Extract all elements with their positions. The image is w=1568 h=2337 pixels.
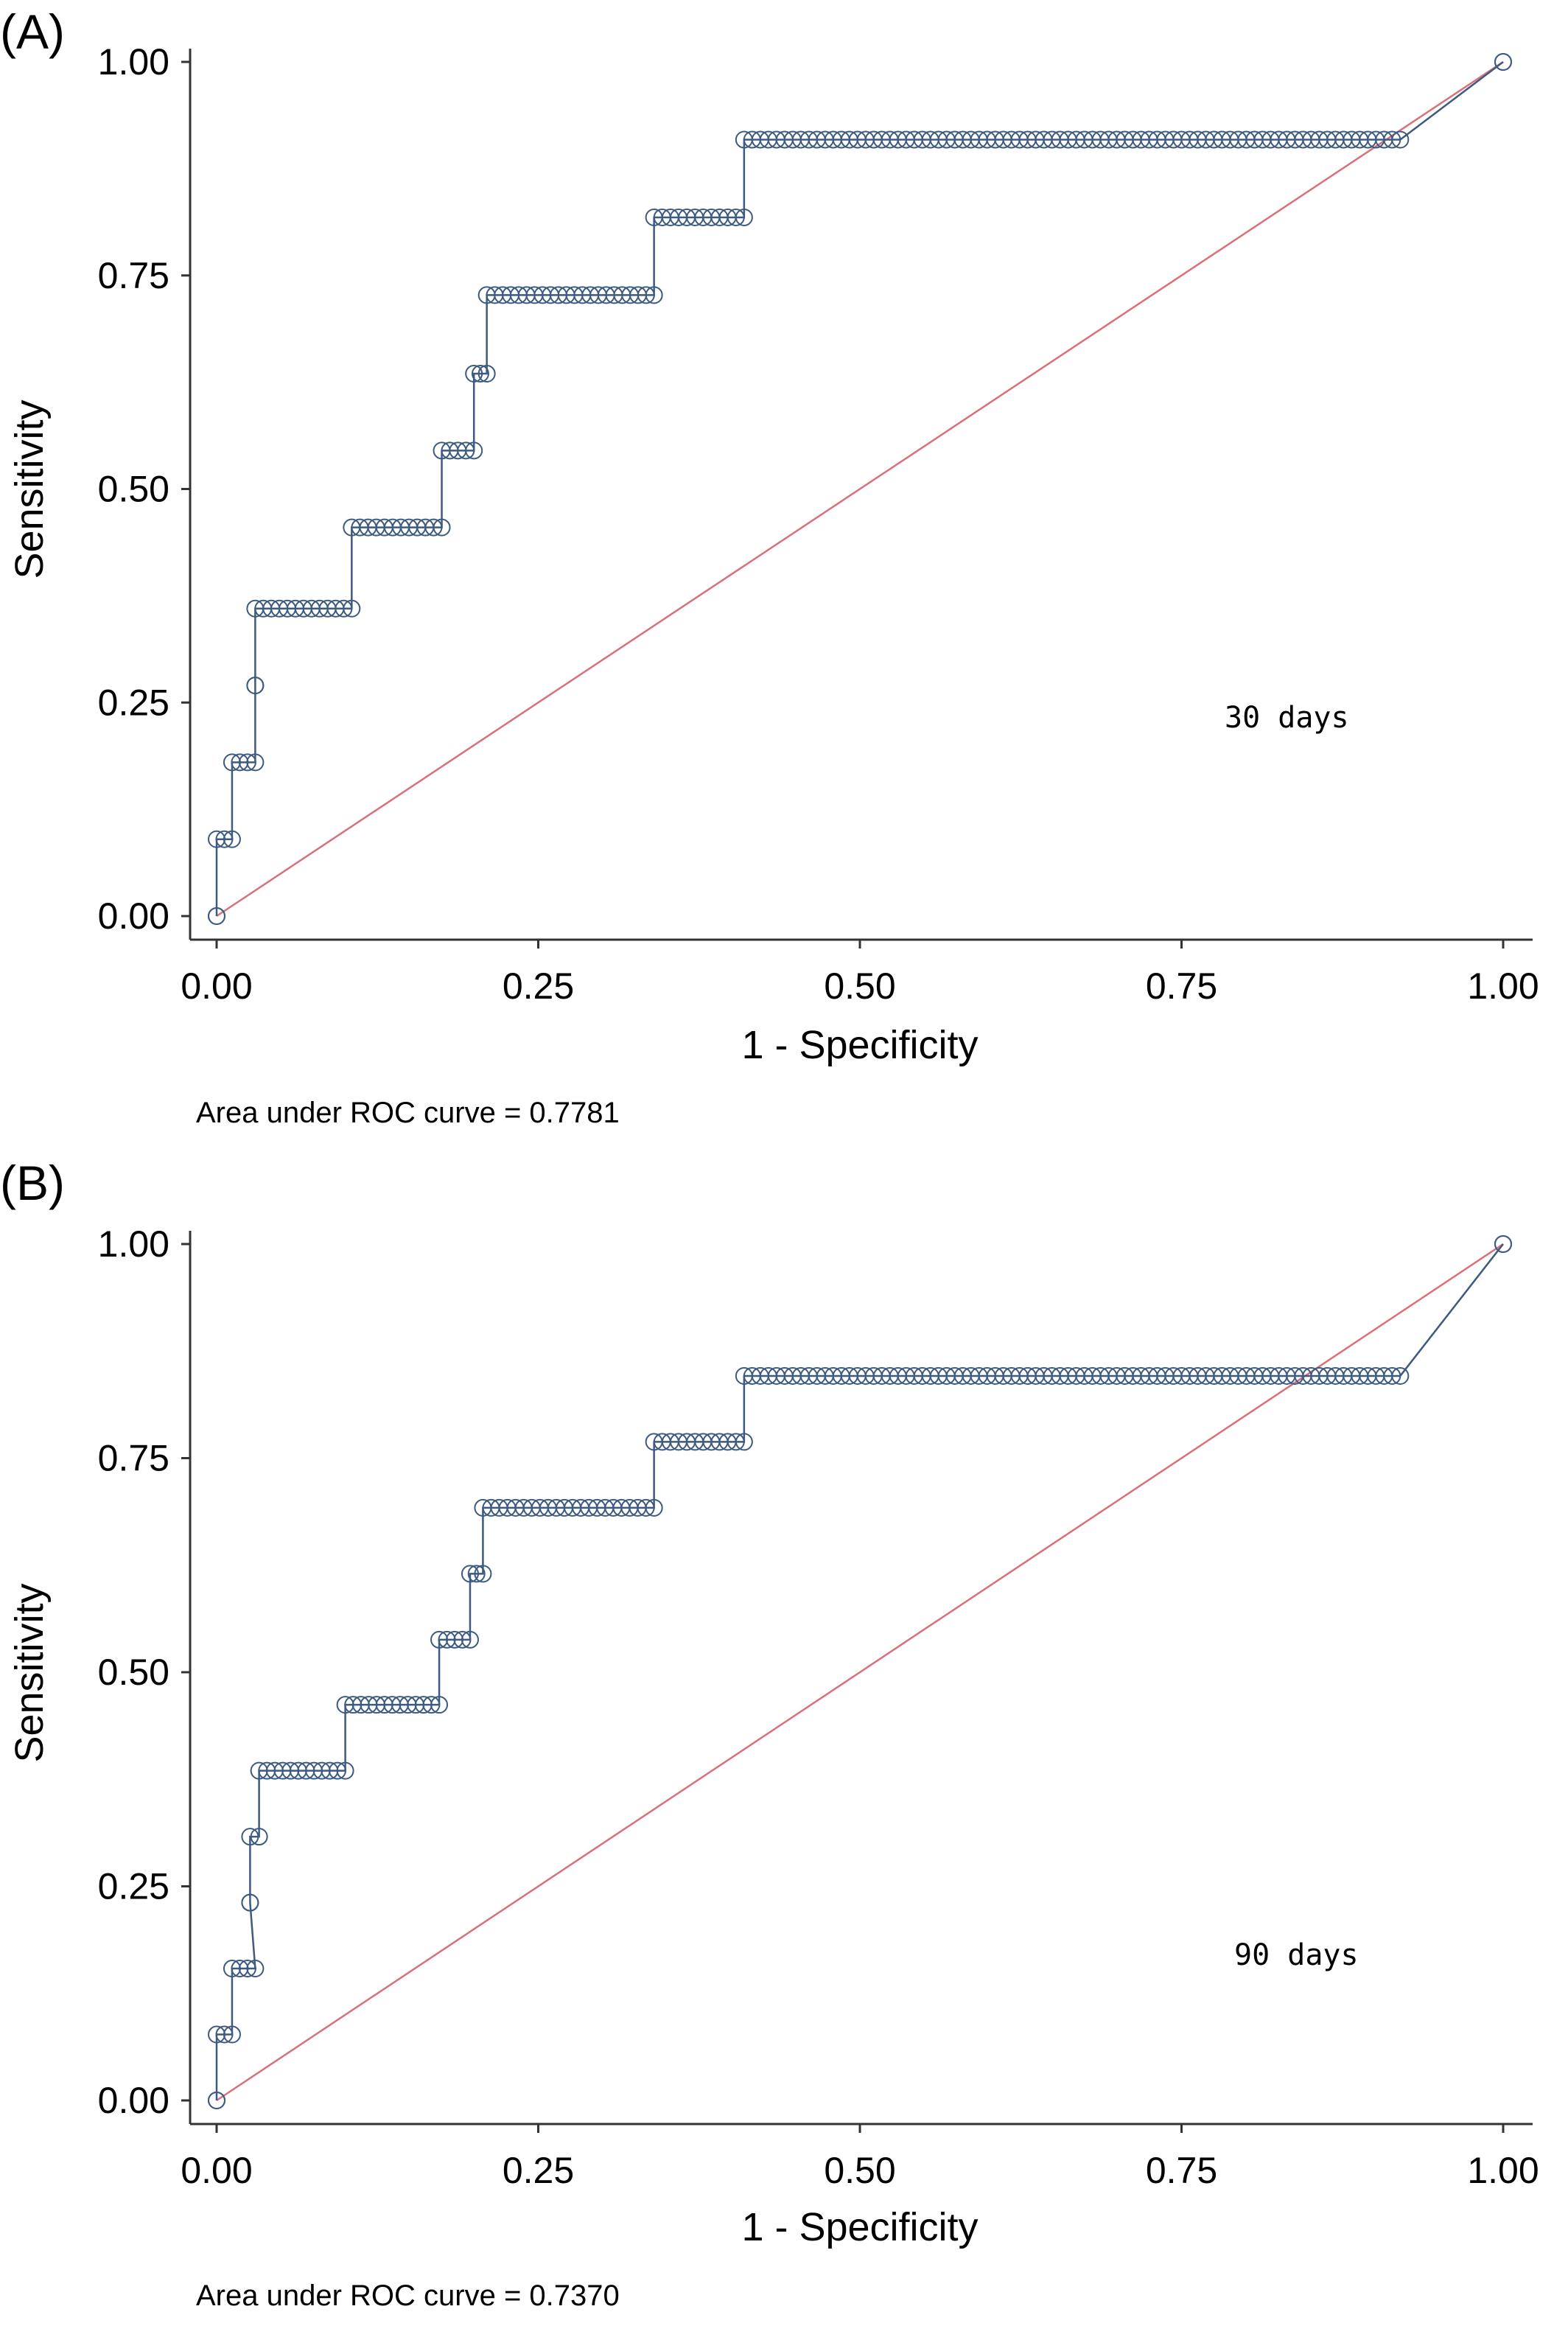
x-tick-label: 0.75 — [1146, 2150, 1217, 2191]
y-tick-label: 0.75 — [98, 1438, 169, 1479]
roc-point — [727, 208, 745, 226]
roc-point — [223, 753, 241, 772]
roc-point — [474, 1565, 492, 1583]
roc-point — [1494, 1235, 1512, 1253]
roc-point — [1391, 1366, 1410, 1385]
y-tick-label: 0.25 — [98, 1866, 169, 1907]
roc-point — [430, 1630, 449, 1649]
roc-point — [238, 1960, 256, 1978]
roc-point — [457, 441, 475, 460]
roc-point — [208, 907, 225, 925]
horizon-annotation: 90 days — [1234, 1938, 1359, 1972]
x-axis-title: 1 - Specificity — [741, 1023, 978, 1067]
y-tick-label: 1.00 — [98, 1223, 169, 1265]
y-axis-title: Sensitivity — [7, 399, 52, 579]
roc-point — [208, 2025, 225, 2044]
roc-point — [328, 1761, 346, 1780]
reference-line — [216, 1243, 1504, 2102]
roc-point — [735, 208, 753, 226]
roc-point — [208, 830, 225, 848]
roc-point — [467, 1565, 486, 1583]
roc-point — [645, 1498, 663, 1517]
roc-panel-a: (A) 0.00 0.25 0.50 0.75 1.00 0.00 0.25 0.50 0.75 1… — [0, 4, 1539, 1129]
x-tick-label: 0.00 — [181, 2150, 252, 2191]
roc-point — [246, 677, 265, 695]
roc-point — [231, 753, 249, 772]
y-tick-label: 0.00 — [98, 2080, 169, 2121]
y-tick-label: 1.00 — [98, 41, 169, 83]
x-axis-title: 1 - Specificity — [741, 2205, 978, 2249]
roc-point — [461, 1565, 479, 1583]
x-tick-label: 0.00 — [181, 965, 252, 1007]
roc-point — [465, 441, 483, 460]
roc-point — [231, 1960, 249, 1978]
x-tick-label: 0.50 — [824, 965, 895, 1007]
y-axis-title: Sensitivity — [7, 1583, 52, 1762]
roc-point — [343, 599, 361, 618]
roc-point — [453, 1630, 472, 1649]
roc-point — [246, 753, 265, 772]
roc-point — [430, 1696, 449, 1714]
panel-label: (B) — [0, 1156, 65, 1210]
roc-point — [336, 1761, 354, 1780]
auc-note: Area under ROC curve = 0.7370 — [196, 2280, 620, 2312]
x-tick-label: 1.00 — [1467, 2150, 1539, 2191]
y-tick-label: 0.25 — [98, 682, 169, 723]
roc-point — [735, 1433, 753, 1451]
roc-point — [433, 518, 451, 537]
x-tick-label: 1.00 — [1467, 965, 1539, 1007]
panel-label: (A) — [0, 4, 65, 59]
roc-point — [465, 365, 483, 383]
y-tick-label: 0.50 — [98, 1652, 169, 1693]
y-tick-label: 0.00 — [98, 895, 169, 937]
roc-point — [422, 1696, 441, 1714]
roc-point — [223, 830, 241, 848]
roc-point — [241, 1893, 259, 1912]
horizon-annotation: 30 days — [1225, 701, 1349, 735]
auc-note: Area under ROC curve = 0.7781 — [196, 1097, 620, 1129]
roc-point — [215, 2025, 234, 2044]
reference-line — [216, 60, 1504, 918]
roc-point — [215, 830, 234, 848]
roc-point — [238, 753, 256, 772]
roc-point — [461, 1630, 479, 1649]
x-tick-label: 0.25 — [503, 965, 574, 1007]
roc-point — [727, 1433, 745, 1451]
roc-point — [637, 1498, 655, 1517]
roc-point — [1383, 130, 1401, 149]
roc-point — [1383, 1366, 1401, 1385]
roc-point — [471, 365, 489, 383]
roc-point — [438, 1630, 456, 1649]
roc-point — [208, 2092, 225, 2109]
x-tick-label: 0.75 — [1146, 965, 1217, 1007]
y-tick-label: 0.75 — [98, 255, 169, 296]
x-tick-label: 0.25 — [503, 2150, 574, 2191]
y-tick-label: 0.50 — [98, 469, 169, 510]
roc-point — [645, 286, 663, 304]
roc-point — [223, 2025, 241, 2044]
roc-markers — [208, 1235, 1512, 2109]
roc-point — [250, 1828, 268, 1846]
roc-point — [335, 599, 353, 618]
roc-point — [241, 1828, 259, 1846]
roc-panel-b: (B) 0.00 0.25 0.50 0.75 1.00 0.00 0.25 0.50 0.75 1… — [0, 1156, 1539, 2312]
x-tick-label: 0.50 — [824, 2150, 895, 2191]
roc-point — [1494, 53, 1512, 71]
roc-point — [446, 1630, 464, 1649]
roc-point — [1391, 130, 1410, 149]
roc-point — [246, 1960, 265, 1978]
roc-point — [637, 286, 655, 304]
roc-markers — [208, 53, 1512, 925]
roc-point — [477, 365, 496, 383]
roc-point — [223, 1960, 241, 1978]
roc-point — [424, 518, 443, 537]
